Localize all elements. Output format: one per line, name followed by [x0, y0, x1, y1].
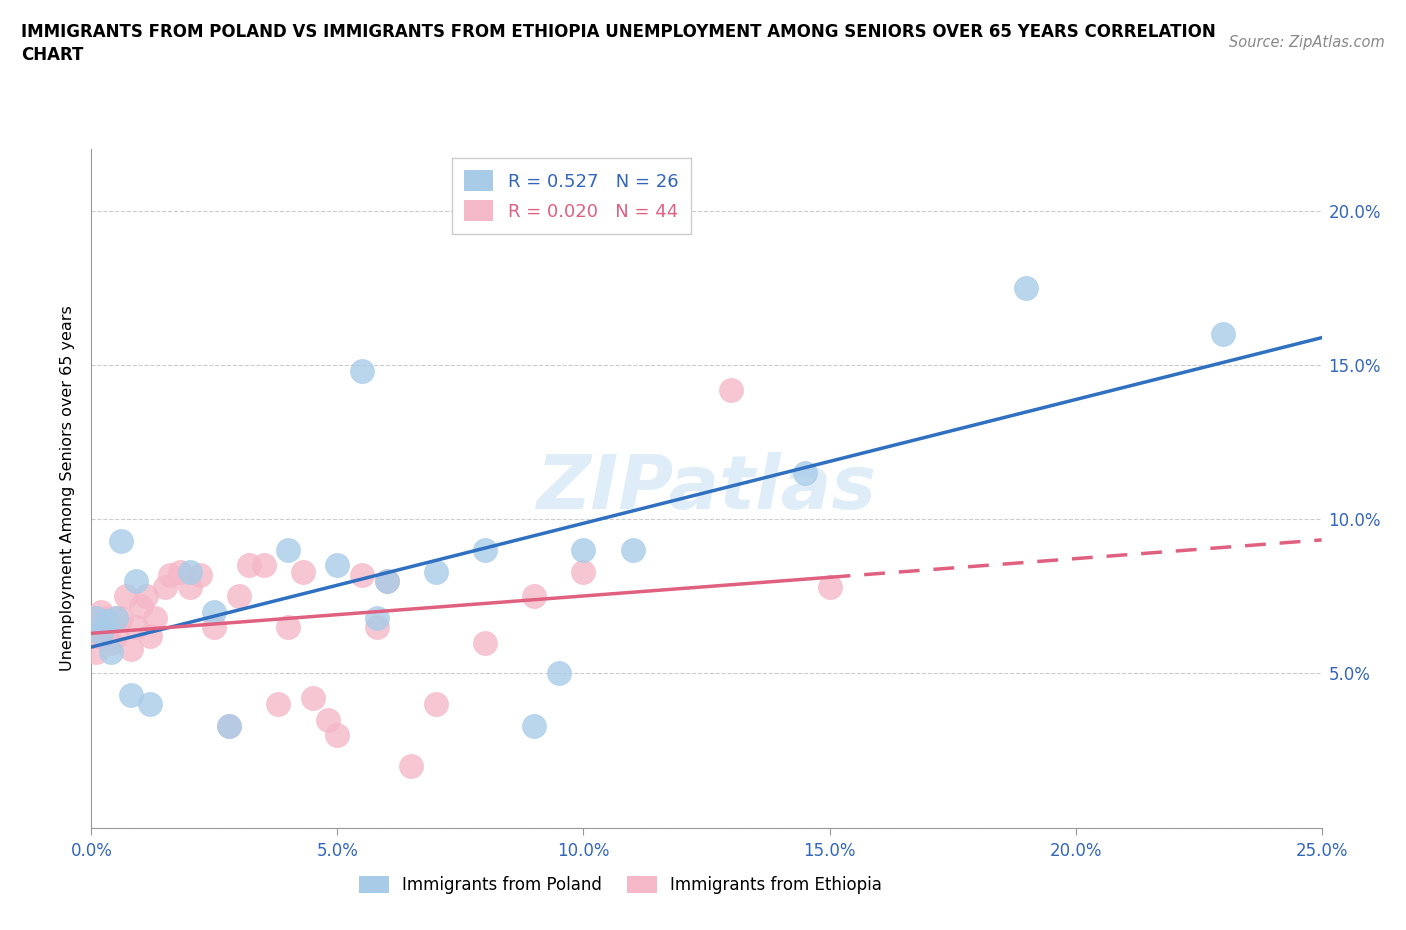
Point: [179, 565, 201, 579]
Point: [105, 629, 127, 644]
Point: [105, 610, 127, 625]
Point: [1015, 280, 1038, 295]
Point: [120, 687, 142, 702]
Point: [110, 533, 132, 548]
Point: [135, 589, 156, 604]
Point: [100, 635, 122, 650]
Point: [474, 542, 496, 557]
Y-axis label: Unemployment Among Seniors over 65 years: Unemployment Among Seniors over 65 years: [60, 305, 76, 671]
Point: [375, 574, 398, 589]
Point: [572, 542, 595, 557]
Point: [100, 644, 122, 659]
Point: [90, 604, 112, 619]
Point: [96, 614, 117, 629]
Point: [86, 644, 108, 659]
Point: [179, 579, 201, 594]
Legend: Immigrants from Poland, Immigrants from Ethiopia: Immigrants from Poland, Immigrants from …: [352, 870, 889, 901]
Point: [547, 666, 569, 681]
Point: [720, 382, 742, 397]
Point: [352, 567, 374, 582]
Point: [621, 542, 644, 557]
Point: [474, 635, 496, 650]
Point: [425, 697, 447, 711]
Text: CHART: CHART: [21, 46, 83, 64]
Point: [129, 598, 152, 613]
Point: [96, 610, 117, 625]
Point: [86, 629, 108, 644]
Point: [139, 629, 162, 644]
Point: [326, 727, 349, 742]
Point: [169, 565, 191, 579]
Point: [425, 565, 447, 579]
Point: [572, 565, 595, 579]
Point: [793, 465, 815, 480]
Point: [228, 589, 250, 604]
Point: [218, 718, 240, 733]
Point: [86, 610, 108, 625]
Point: [110, 610, 132, 625]
Point: [267, 697, 290, 711]
Point: [218, 718, 240, 733]
Point: [375, 574, 398, 589]
Point: [277, 542, 299, 557]
Text: IMMIGRANTS FROM POLAND VS IMMIGRANTS FROM ETHIOPIA UNEMPLOYMENT AMONG SENIORS OV: IMMIGRANTS FROM POLAND VS IMMIGRANTS FRO…: [21, 23, 1216, 41]
Point: [124, 619, 146, 634]
Point: [366, 610, 388, 625]
Point: [96, 629, 117, 644]
Point: [523, 589, 546, 604]
Point: [124, 574, 146, 589]
Point: [366, 619, 388, 634]
Point: [253, 558, 276, 573]
Point: [277, 619, 299, 634]
Point: [145, 610, 166, 625]
Point: [202, 619, 225, 634]
Text: Source: ZipAtlas.com: Source: ZipAtlas.com: [1229, 35, 1385, 50]
Point: [301, 691, 323, 706]
Point: [523, 718, 546, 733]
Point: [90, 626, 112, 641]
Point: [818, 579, 841, 594]
Point: [114, 589, 138, 604]
Point: [1212, 326, 1234, 341]
Point: [86, 610, 108, 625]
Point: [153, 579, 177, 594]
Point: [202, 604, 225, 619]
Point: [90, 626, 112, 641]
Point: [352, 364, 374, 379]
Point: [159, 567, 181, 582]
Point: [105, 610, 127, 625]
Point: [326, 558, 349, 573]
Point: [291, 565, 314, 579]
Text: ZIPatlas: ZIPatlas: [537, 452, 876, 525]
Point: [238, 558, 260, 573]
Point: [139, 697, 162, 711]
Point: [120, 642, 142, 657]
Point: [188, 567, 211, 582]
Point: [316, 712, 339, 727]
Point: [399, 759, 422, 774]
